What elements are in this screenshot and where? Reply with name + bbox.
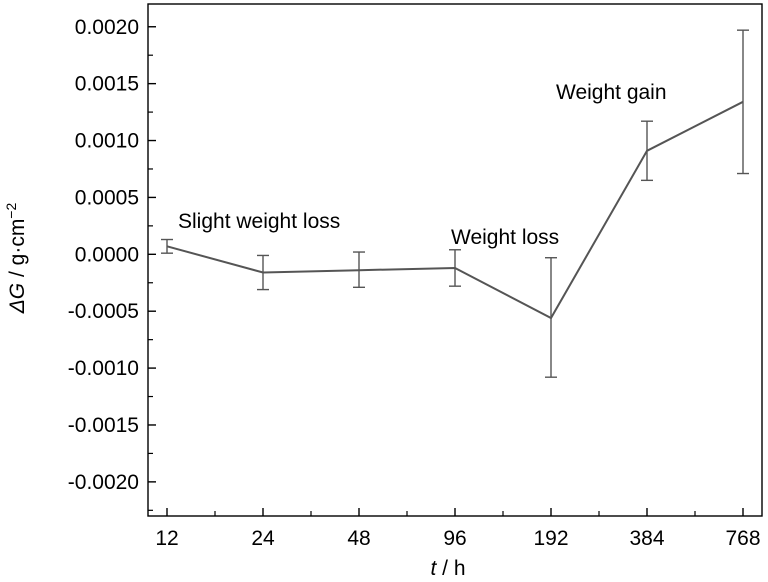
y-tick-label: -0.0020	[68, 471, 139, 494]
x-tick-label: 384	[629, 527, 664, 550]
x-tick-label: 768	[725, 527, 760, 550]
x-axis-title: t / h	[430, 557, 465, 580]
y-axis-unit: / g·cm	[6, 219, 29, 283]
y-axis-title: ΔG / g·cm−2	[3, 203, 29, 315]
x-tick-label: 12	[155, 527, 178, 550]
series-line	[166, 100, 744, 320]
x-tick-label: 96	[443, 527, 466, 550]
x-tick-label: 192	[533, 527, 568, 550]
x-axis-var: t	[430, 557, 437, 580]
x-tick-label: 48	[347, 527, 370, 550]
x-axis: 12 24 48 96 192 384 768	[155, 508, 761, 550]
annotation-weight-gain: Weight gain	[556, 81, 667, 104]
y-axis: -0.0020 -0.0015 -0.0010 -0.0005 0.0000 0.0005…	[68, 16, 156, 511]
y-axis-exponent: −2	[3, 203, 19, 219]
annotation-weight-loss: Weight loss	[451, 226, 559, 249]
y-tick-label: 0.0005	[75, 186, 139, 209]
y-tick-label: 0.0010	[75, 130, 139, 153]
x-axis-unit: / h	[436, 557, 465, 580]
y-tick-label: -0.0005	[68, 300, 139, 323]
y-tick-label: 0.0000	[75, 243, 139, 266]
x-tick-label: 24	[251, 527, 275, 550]
y-tick-label: 0.0015	[75, 73, 139, 96]
y-tick-label: 0.0020	[75, 16, 139, 39]
annotation-slight-weight-loss: Slight weight loss	[178, 210, 340, 233]
y-tick-label: -0.0015	[68, 414, 139, 437]
y-axis-var: ΔG	[6, 283, 29, 314]
y-tick-label: -0.0010	[68, 357, 139, 380]
